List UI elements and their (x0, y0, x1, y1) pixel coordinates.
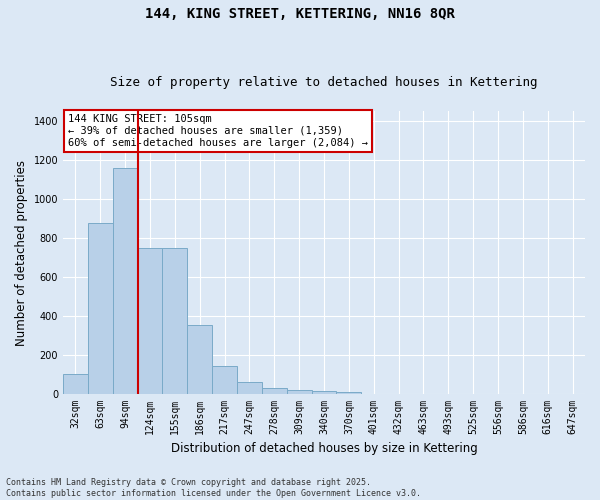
Bar (137, 248, 163, 394)
Bar (262, 388, 287, 394)
Bar (311, 391, 337, 394)
Bar (113, 168, 137, 394)
Bar (63, 374, 88, 394)
Bar (163, 248, 187, 394)
Bar (88, 224, 113, 394)
Y-axis label: Number of detached properties: Number of detached properties (15, 160, 28, 346)
Bar (287, 390, 311, 394)
Text: 144 KING STREET: 105sqm
← 39% of detached houses are smaller (1,359)
60% of semi: 144 KING STREET: 105sqm ← 39% of detache… (68, 114, 368, 148)
X-axis label: Distribution of detached houses by size in Kettering: Distribution of detached houses by size … (170, 442, 478, 455)
Bar (187, 326, 212, 394)
Bar (212, 366, 237, 394)
Title: Size of property relative to detached houses in Kettering: Size of property relative to detached ho… (110, 76, 538, 90)
Text: Contains HM Land Registry data © Crown copyright and database right 2025.
Contai: Contains HM Land Registry data © Crown c… (6, 478, 421, 498)
Text: 144, KING STREET, KETTERING, NN16 8QR: 144, KING STREET, KETTERING, NN16 8QR (145, 8, 455, 22)
Bar (337, 392, 361, 394)
Bar (237, 382, 262, 394)
